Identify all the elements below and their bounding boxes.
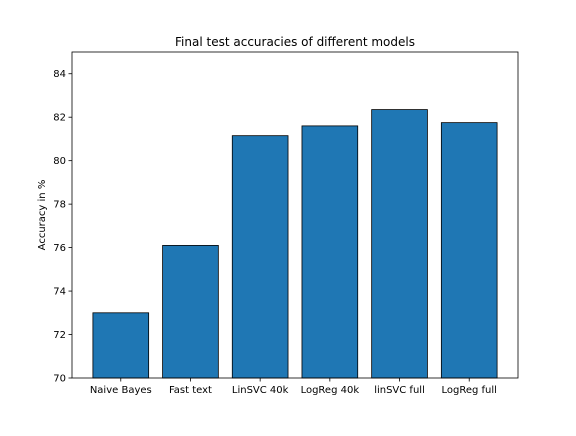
x-tick-label-3: LogReg 40k bbox=[301, 385, 360, 396]
y-tick-label-0: 70 bbox=[53, 374, 66, 385]
y-tick-label-5: 80 bbox=[53, 156, 66, 167]
y-tick-label-1: 72 bbox=[53, 330, 66, 341]
bar-4 bbox=[371, 109, 428, 379]
y-ticks-group: 70 72 74 76 78 80 82 84 bbox=[53, 69, 72, 385]
y-axis-label: Accuracy in % bbox=[37, 180, 48, 251]
y-tick-label-7: 84 bbox=[53, 69, 66, 80]
bar-2 bbox=[231, 135, 289, 379]
bar-1 bbox=[162, 245, 219, 379]
bar-0 bbox=[92, 312, 150, 379]
y-tick-label-2: 74 bbox=[53, 287, 66, 298]
bar-3 bbox=[301, 125, 359, 379]
x-tick-label-1: Fast text bbox=[169, 385, 212, 396]
y-tick-label-3: 76 bbox=[53, 243, 66, 254]
x-tick-label-4: linSVC full bbox=[374, 385, 425, 396]
bars-group bbox=[92, 109, 498, 379]
x-ticks-group: Naive Bayes Fast text LinSVC 40k LogReg 40k… bbox=[90, 378, 497, 396]
x-tick-label-0: Naive Bayes bbox=[90, 385, 152, 396]
y-tick-label-6: 82 bbox=[53, 113, 66, 124]
y-tick-label-4: 78 bbox=[53, 200, 66, 211]
chart-title: Final test accuracies of different model… bbox=[175, 35, 415, 49]
x-tick-label-2: LinSVC 40k bbox=[232, 385, 289, 396]
x-tick-label-5: LogReg full bbox=[441, 385, 496, 396]
plot-frame bbox=[71, 51, 519, 379]
bar-5 bbox=[440, 122, 498, 379]
